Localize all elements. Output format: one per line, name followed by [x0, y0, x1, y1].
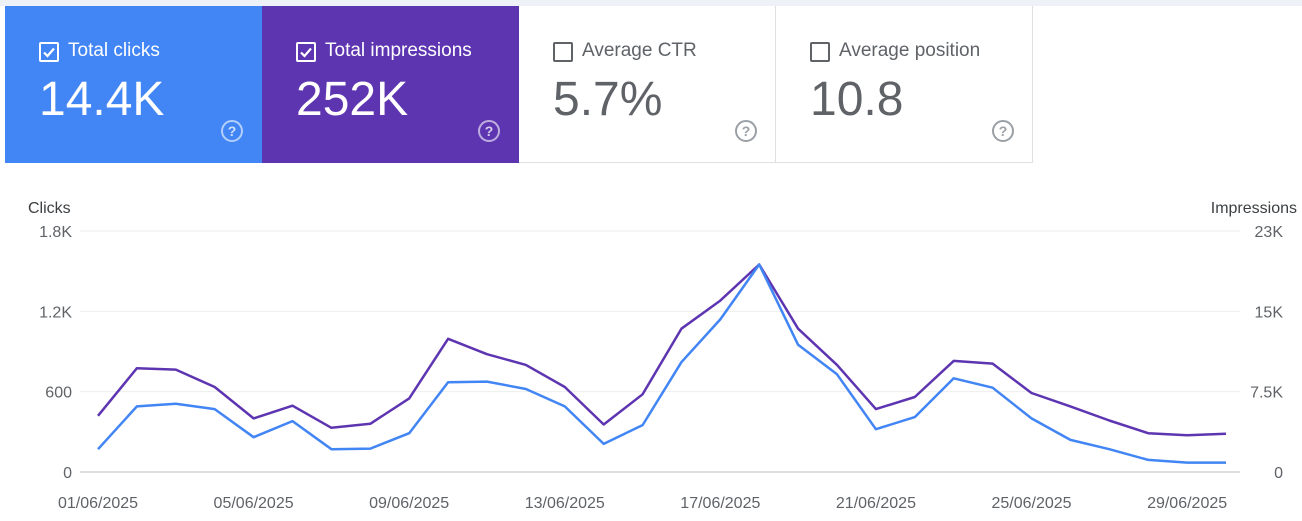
card-total-clicks[interactable]: Total clicks 14.4K ? [5, 6, 262, 163]
card-average-position[interactable]: Average position 10.8 ? [776, 6, 1033, 163]
checkbox-total-impressions[interactable] [296, 42, 316, 62]
x-tick-label: 17/06/2025 [680, 495, 760, 512]
right-tick-label: 23K [1255, 224, 1284, 241]
series-line-total-impressions [97, 263, 1227, 437]
left-tick-label: 0 [63, 465, 72, 482]
check-icon [43, 47, 55, 58]
checkbox-average-ctr[interactable] [553, 42, 573, 62]
help-icon[interactable]: ? [735, 120, 757, 142]
right-tick-label: 15K [1255, 304, 1284, 321]
top-strip [0, 0, 1302, 6]
gridlines [80, 230, 1240, 473]
left-tick-label: 1.8K [39, 224, 72, 241]
series-lines [97, 263, 1227, 464]
left-axis-label: Clicks [28, 200, 71, 217]
card-total-impressions[interactable]: Total impressions 252K ? [262, 6, 519, 163]
card-value: 252K [296, 73, 409, 126]
x-tick-label: 01/06/2025 [58, 495, 138, 512]
x-tick-label: 25/06/2025 [991, 495, 1071, 512]
left-tick-label: 1.2K [39, 304, 72, 321]
right-axis-label: Impressions [1211, 200, 1297, 217]
check-icon [300, 47, 312, 58]
card-label: Total impressions [325, 40, 472, 61]
card-value: 5.7% [553, 73, 663, 126]
x-tick-label: 13/06/2025 [525, 495, 605, 512]
card-value: 14.4K [39, 73, 165, 126]
card-label: Average CTR [582, 40, 697, 61]
left-tick-label: 600 [45, 385, 72, 402]
help-icon[interactable]: ? [221, 120, 243, 142]
right-axis-ticks: 23K 15K 7.5K 0 [1250, 224, 1283, 482]
card-average-ctr[interactable]: Average CTR 5.7% ? [519, 6, 776, 163]
card-label: Total clicks [68, 40, 160, 61]
right-tick-label: 7.5K [1250, 385, 1283, 402]
x-axis-ticks: 01/06/2025 05/06/2025 09/06/2025 13/06/2025… [58, 495, 1227, 512]
series-line-total-clicks [97, 263, 1226, 464]
metric-cards: Total clicks 14.4K ? Total impressions 2… [5, 6, 1033, 163]
x-tick-label: 09/06/2025 [369, 495, 449, 512]
checkbox-total-clicks[interactable] [39, 42, 59, 62]
card-value: 10.8 [810, 73, 904, 126]
performance-chart: Clicks Impressions 1.8K 1.2K 600 0 23K 15K 7.… [28, 200, 1297, 512]
checkbox-average-position[interactable] [810, 42, 830, 62]
left-axis-ticks: 1.8K 1.2K 600 0 [39, 224, 72, 482]
x-tick-label: 05/06/2025 [214, 495, 294, 512]
right-tick-label: 0 [1274, 465, 1283, 482]
card-label: Average position [839, 40, 981, 61]
x-tick-label: 29/06/2025 [1147, 495, 1227, 512]
help-icon[interactable]: ? [992, 120, 1014, 142]
x-tick-label: 21/06/2025 [836, 495, 916, 512]
help-icon[interactable]: ? [478, 120, 500, 142]
